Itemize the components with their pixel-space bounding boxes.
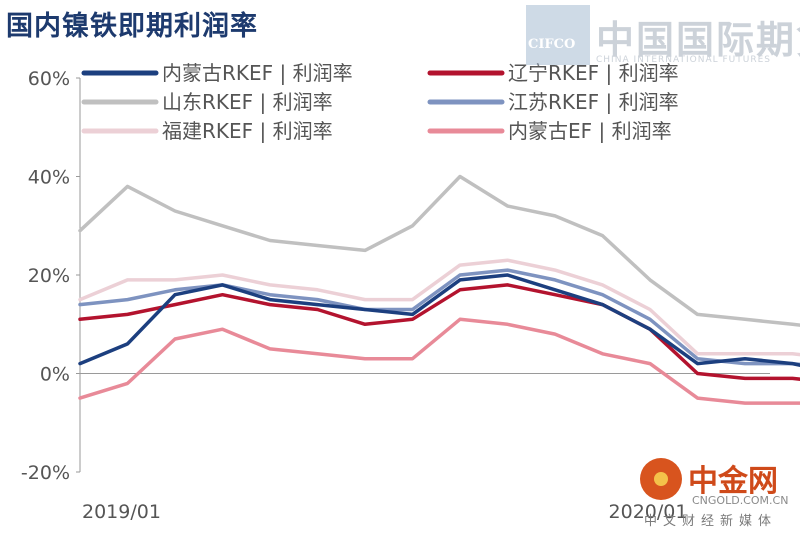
y-tick-label: 0%: [40, 364, 70, 386]
x-tick-label: 2019/01: [82, 501, 161, 523]
cngold-watermark: 中金网 CNGOLD.COM.CN 中文财经新媒体: [636, 452, 800, 534]
cngold-name: 中金网: [688, 464, 778, 499]
y-tick-label: 20%: [28, 265, 70, 287]
legend-label: 辽宁RKEF | 利润率: [508, 61, 679, 85]
cifco-code: CIFCO: [528, 37, 576, 52]
y-tick-label: 60%: [28, 68, 70, 90]
cifco-watermark: CIFCO 中国国际期货 CHINA INTERNATIONAL FUTURES: [526, 5, 800, 69]
legend-label: 山东RKEF | 利润率: [162, 90, 333, 114]
cifco-english-name: CHINA INTERNATIONAL FUTURES: [596, 55, 771, 65]
cngold-logo-icon: [640, 458, 682, 500]
cifco-logo-icon: [526, 5, 590, 65]
chart-title: 国内镍铁即期利润率: [6, 11, 258, 42]
legend-label: 内蒙古RKEF | 利润率: [162, 61, 353, 85]
series-line-5: [78, 317, 800, 405]
cngold-slogan: 中文财经新媒体: [644, 514, 778, 529]
y-tick-label: 40%: [28, 167, 70, 189]
cifco-name: 中国国际期货: [596, 18, 800, 62]
legend-label: 江苏RKEF | 利润率: [508, 90, 679, 114]
y-tick-label: -20%: [21, 462, 70, 484]
series-line-0: [78, 273, 800, 367]
axes: 60%40%20%0%-20%2019/012020/012021/012022…: [21, 68, 770, 523]
series-lines: [78, 174, 800, 405]
series-line-4: [78, 258, 800, 357]
series-line-2: [78, 174, 800, 327]
legend-label: 内蒙古EF | 利润率: [508, 119, 672, 143]
cngold-domain: CNGOLD.COM.CN: [692, 494, 789, 507]
legend-label: 福建RKEF | 利润率: [162, 119, 333, 143]
x-tick-label: 2020/01: [609, 501, 688, 523]
series-line-1: [78, 283, 800, 381]
